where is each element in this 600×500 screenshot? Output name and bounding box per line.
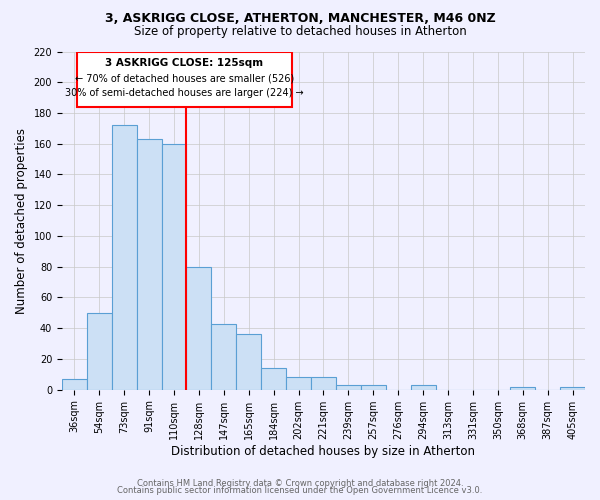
Text: 30% of semi-detached houses are larger (224) →: 30% of semi-detached houses are larger (… [65,88,304,99]
Bar [187,266,211,390]
Bar [137,139,161,390]
Bar [560,386,585,390]
Bar [336,385,361,390]
Bar [361,385,386,390]
Bar [62,379,87,390]
Bar [510,386,535,390]
Bar [236,334,261,390]
Text: Contains public sector information licensed under the Open Government Licence v3: Contains public sector information licen… [118,486,482,495]
Text: Size of property relative to detached houses in Atherton: Size of property relative to detached ho… [134,25,466,38]
Text: 3 ASKRIGG CLOSE: 125sqm: 3 ASKRIGG CLOSE: 125sqm [106,58,263,68]
Text: ← 70% of detached houses are smaller (526): ← 70% of detached houses are smaller (52… [75,73,294,83]
Bar [112,126,137,390]
Bar [211,324,236,390]
Text: Contains HM Land Registry data © Crown copyright and database right 2024.: Contains HM Land Registry data © Crown c… [137,478,463,488]
Bar [261,368,286,390]
Y-axis label: Number of detached properties: Number of detached properties [15,128,28,314]
FancyBboxPatch shape [77,52,292,107]
Bar [87,313,112,390]
Bar [161,144,187,390]
Text: 3, ASKRIGG CLOSE, ATHERTON, MANCHESTER, M46 0NZ: 3, ASKRIGG CLOSE, ATHERTON, MANCHESTER, … [104,12,496,26]
X-axis label: Distribution of detached houses by size in Atherton: Distribution of detached houses by size … [172,444,475,458]
Bar [311,378,336,390]
Bar [286,378,311,390]
Bar [410,385,436,390]
